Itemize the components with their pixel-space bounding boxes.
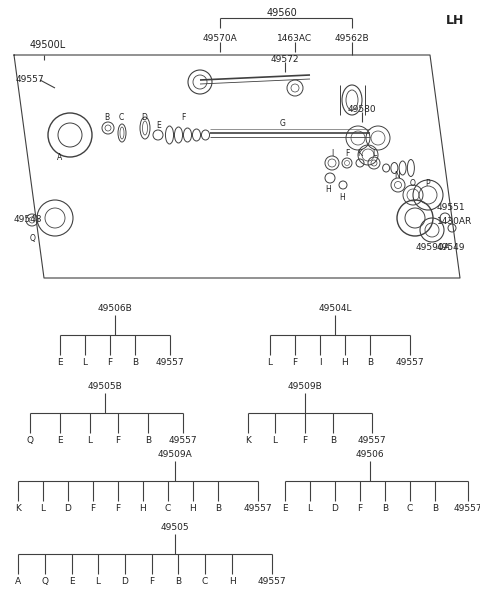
- Text: B: B: [145, 436, 151, 445]
- Text: H: H: [342, 358, 348, 367]
- Text: H: H: [325, 186, 331, 195]
- Text: B: B: [105, 113, 109, 122]
- Text: L: L: [308, 504, 312, 513]
- Text: 49506B: 49506B: [97, 304, 132, 313]
- Text: F: F: [115, 504, 120, 513]
- Text: F: F: [115, 436, 120, 445]
- Text: 49557: 49557: [396, 358, 424, 367]
- Text: D: D: [332, 504, 338, 513]
- Text: Q: Q: [26, 436, 34, 445]
- Text: E: E: [156, 121, 161, 130]
- Text: C: C: [202, 577, 208, 586]
- Text: L: L: [83, 358, 87, 367]
- Text: P: P: [426, 179, 430, 187]
- Text: H: H: [339, 192, 345, 202]
- Text: L: L: [96, 577, 100, 586]
- Text: F: F: [345, 149, 349, 158]
- Text: K: K: [245, 436, 251, 445]
- Text: L: L: [372, 149, 376, 158]
- Text: O: O: [410, 179, 416, 187]
- Text: 49509A: 49509A: [157, 450, 192, 459]
- Text: D: D: [65, 504, 72, 513]
- Text: N: N: [394, 171, 400, 180]
- Text: F: F: [108, 358, 113, 367]
- Text: C: C: [165, 504, 171, 513]
- Text: 49557: 49557: [16, 75, 45, 85]
- Text: 49560: 49560: [266, 8, 298, 18]
- Text: 49557: 49557: [258, 577, 286, 586]
- Text: 49570A: 49570A: [203, 34, 238, 43]
- Text: A: A: [15, 577, 21, 586]
- Text: B: B: [432, 504, 438, 513]
- Text: B: B: [367, 358, 373, 367]
- Text: Q: Q: [30, 233, 36, 242]
- Text: 49580: 49580: [348, 105, 376, 114]
- Text: H: H: [190, 504, 196, 513]
- Text: 49557: 49557: [358, 436, 386, 445]
- Text: 49557: 49557: [156, 358, 184, 367]
- Text: 1463AC: 1463AC: [277, 34, 312, 43]
- Text: 49505: 49505: [161, 523, 189, 532]
- Text: 49505B: 49505B: [88, 382, 122, 391]
- Text: 49557: 49557: [244, 504, 272, 513]
- Text: K: K: [358, 149, 362, 158]
- Text: I: I: [331, 149, 333, 158]
- Text: F: F: [302, 436, 308, 445]
- Text: 49562B: 49562B: [335, 34, 369, 43]
- Text: D: D: [121, 577, 129, 586]
- Text: E: E: [57, 358, 63, 367]
- Text: 49548: 49548: [14, 216, 43, 224]
- Text: B: B: [215, 504, 221, 513]
- Text: F: F: [292, 358, 298, 367]
- Text: 49506: 49506: [356, 450, 384, 459]
- Text: A: A: [58, 153, 62, 162]
- Text: 49557: 49557: [454, 504, 480, 513]
- Text: H: H: [140, 504, 146, 513]
- Text: K: K: [15, 504, 21, 513]
- Text: Q: Q: [41, 577, 48, 586]
- Text: F: F: [358, 504, 362, 513]
- Text: C: C: [407, 504, 413, 513]
- Text: F: F: [149, 577, 155, 586]
- Text: B: B: [132, 358, 138, 367]
- Text: E: E: [69, 577, 75, 586]
- Text: F: F: [181, 113, 185, 122]
- Text: 49572: 49572: [271, 55, 299, 64]
- Text: I: I: [319, 358, 321, 367]
- Text: 1430AR: 1430AR: [437, 217, 472, 226]
- Text: 49551: 49551: [437, 204, 466, 213]
- Text: 49504L: 49504L: [318, 304, 352, 313]
- Text: 49509B: 49509B: [288, 382, 323, 391]
- Text: B: B: [330, 436, 336, 445]
- Text: B: B: [382, 504, 388, 513]
- Text: F: F: [90, 504, 96, 513]
- Text: D: D: [141, 113, 147, 122]
- Text: 49549: 49549: [437, 244, 466, 253]
- Text: 49500L: 49500L: [30, 40, 66, 50]
- Text: 49557: 49557: [168, 436, 197, 445]
- Text: L: L: [40, 504, 46, 513]
- Text: L: L: [273, 436, 277, 445]
- Text: C: C: [119, 113, 124, 122]
- Text: L: L: [87, 436, 93, 445]
- Text: 49590A: 49590A: [416, 244, 451, 253]
- Text: E: E: [282, 504, 288, 513]
- Text: H: H: [228, 577, 235, 586]
- Text: B: B: [175, 577, 181, 586]
- Text: E: E: [57, 436, 63, 445]
- Polygon shape: [14, 55, 460, 278]
- Text: L: L: [267, 358, 273, 367]
- Text: LH: LH: [446, 14, 464, 27]
- Text: G: G: [280, 118, 286, 128]
